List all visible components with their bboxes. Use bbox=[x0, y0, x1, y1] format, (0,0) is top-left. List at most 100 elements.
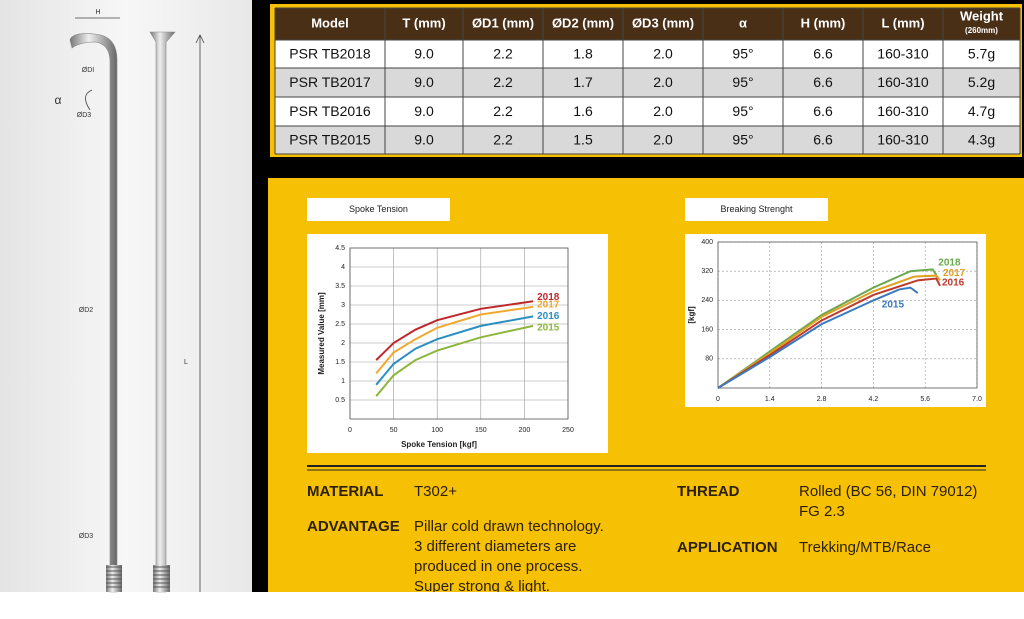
diagram-label: ØDI bbox=[82, 67, 95, 74]
table-cell: 2.0 bbox=[653, 46, 673, 62]
table-cell: 6.6 bbox=[813, 46, 833, 62]
y-tick-label: 80 bbox=[705, 356, 713, 363]
series-line bbox=[375, 300, 534, 361]
table-header: Weight bbox=[960, 8, 1004, 23]
table-cell: 4.3g bbox=[968, 132, 995, 148]
plot-frame bbox=[349, 247, 569, 420]
table-cell: 4.7g bbox=[968, 103, 995, 119]
diagram-label: ØD2 bbox=[79, 307, 94, 314]
table-cell: 6.6 bbox=[813, 74, 833, 90]
table-header: α bbox=[739, 15, 747, 30]
x-tick-label: 250 bbox=[562, 427, 574, 434]
y-tick-label: 3.5 bbox=[335, 283, 345, 290]
table-cell: 1.7 bbox=[573, 74, 593, 90]
y-tick-label: 400 bbox=[701, 239, 713, 246]
table-cell: 2.0 bbox=[653, 74, 673, 90]
y-tick-label: 1.5 bbox=[335, 359, 345, 366]
series-line bbox=[375, 305, 534, 375]
series-line bbox=[375, 324, 534, 397]
y-tick-label: 0.5 bbox=[335, 397, 345, 404]
table-cell: 9.0 bbox=[414, 46, 434, 62]
x-tick-label: 100 bbox=[431, 427, 443, 434]
table-header: L (mm) bbox=[881, 15, 924, 30]
diagram-panel bbox=[0, 0, 252, 592]
series-label: 2015 bbox=[537, 323, 560, 334]
spec-value: Super strong & light. bbox=[414, 578, 550, 595]
table-header-bg bbox=[275, 8, 1020, 40]
table-cell: PSR TB2017 bbox=[289, 74, 371, 90]
spec-value: Pillar cold drawn technology. bbox=[414, 518, 604, 535]
table-cell: 2.2 bbox=[493, 74, 513, 90]
table-header-note: (260mm) bbox=[965, 26, 998, 35]
table-cell: 95° bbox=[732, 132, 753, 148]
diagram-label: ØD3 bbox=[77, 112, 92, 119]
y-tick-label: 2.5 bbox=[335, 321, 345, 328]
table-header: Model bbox=[311, 15, 349, 30]
chart-title: Spoke Tension bbox=[349, 204, 408, 214]
chart-title-box bbox=[685, 198, 828, 221]
plot-frame bbox=[717, 241, 978, 389]
table-cell: 9.0 bbox=[414, 74, 434, 90]
x-tick-label: 1.4 bbox=[765, 396, 775, 403]
x-tick-label: 4.2 bbox=[869, 396, 879, 403]
series-line bbox=[717, 286, 919, 389]
spec-value: T302+ bbox=[414, 483, 457, 500]
spec-label: THREAD bbox=[677, 483, 740, 500]
table-cell: 2.2 bbox=[493, 103, 513, 119]
table-header: ØD1 (mm) bbox=[472, 15, 534, 30]
table-row-bg bbox=[275, 126, 1020, 154]
table-row-bg bbox=[275, 97, 1020, 126]
series-line bbox=[375, 315, 534, 386]
x-tick-label: 50 bbox=[390, 427, 398, 434]
y-tick-label: 1 bbox=[341, 378, 345, 385]
series-label: 2018 bbox=[938, 257, 961, 268]
table-cell: 2.2 bbox=[493, 46, 513, 62]
x-tick-label: 2.8 bbox=[817, 396, 827, 403]
table-cell: 1.8 bbox=[573, 46, 593, 62]
chart-title-box bbox=[307, 198, 450, 221]
spec-value: Trekking/MTB/Race bbox=[799, 539, 931, 556]
series-line bbox=[717, 277, 941, 389]
spoke-drawing bbox=[69, 17, 205, 593]
table-header: T (mm) bbox=[402, 15, 445, 30]
table-cell: 2.0 bbox=[653, 132, 673, 148]
spec-value: produced in one process. bbox=[414, 558, 582, 575]
y-tick-label: 2 bbox=[341, 340, 345, 347]
spec-label: APPLICATION bbox=[677, 539, 778, 556]
spec-label: MATERIAL bbox=[307, 483, 383, 500]
table-cell: 2.0 bbox=[653, 103, 673, 119]
series-label: 2017 bbox=[943, 268, 966, 279]
table-cell: 5.7g bbox=[968, 46, 995, 62]
y-tick-label: 320 bbox=[701, 268, 713, 275]
table-cell: 6.6 bbox=[813, 103, 833, 119]
table-cell: 1.5 bbox=[573, 132, 593, 148]
x-axis-label: Spoke Tension [kgf] bbox=[401, 440, 477, 449]
table-cell: PSR TB2015 bbox=[289, 132, 371, 148]
table-cell: 160-310 bbox=[877, 46, 929, 62]
table-cell: 9.0 bbox=[414, 103, 434, 119]
spec-value: Rolled (BC 56, DIN 79012) bbox=[799, 483, 977, 500]
x-tick-label: 0 bbox=[348, 427, 352, 434]
table-cell: 5.2g bbox=[968, 74, 995, 90]
table-cell: 95° bbox=[732, 46, 753, 62]
series-label: 2016 bbox=[537, 311, 560, 322]
table-row-bg bbox=[275, 68, 1020, 97]
table-row-bg bbox=[275, 40, 1020, 68]
x-tick-label: 0 bbox=[716, 396, 720, 403]
series-label: 2015 bbox=[882, 300, 905, 311]
table-cell: 2.2 bbox=[493, 132, 513, 148]
table-cell: PSR TB2016 bbox=[289, 103, 371, 119]
chart-title: Breaking Strenght bbox=[720, 204, 793, 214]
y-tick-label: 4 bbox=[341, 264, 345, 271]
y-axis-label: [kgf] bbox=[687, 306, 696, 324]
y-tick-label: 160 bbox=[701, 326, 713, 333]
y-tick-label: 3 bbox=[341, 302, 345, 309]
table-cell: 160-310 bbox=[877, 103, 929, 119]
table-cell: 95° bbox=[732, 103, 753, 119]
x-tick-label: 200 bbox=[519, 427, 531, 434]
specs: MATERIAL T302+ ADVANTAGE Pillar cold drawn … bbox=[307, 483, 977, 595]
series-label: 2017 bbox=[537, 300, 560, 311]
table-cell: 1.6 bbox=[573, 103, 593, 119]
series-label: 2016 bbox=[942, 277, 965, 288]
y-tick-label: 240 bbox=[701, 297, 713, 304]
